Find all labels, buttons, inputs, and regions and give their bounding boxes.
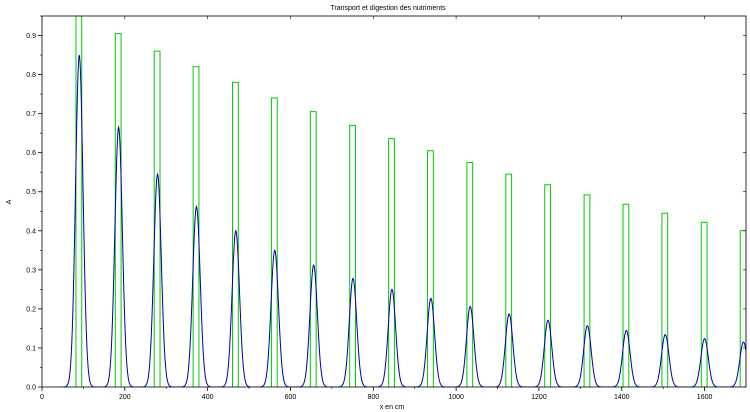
green-pulse-5 [231, 81, 239, 387]
green-pulse-8 [349, 124, 356, 387]
y-tick-label: 0.9 [26, 33, 36, 40]
x-tick-label: 400 [202, 394, 214, 401]
x-tick-label: 1200 [531, 394, 547, 401]
y-tick-label: 0.5 [26, 189, 36, 196]
blue-peak-1 [59, 54, 99, 387]
plot-frame [41, 15, 747, 388]
y-tick-label: 0.7 [26, 111, 36, 118]
green-pulse-10 [427, 150, 434, 387]
x-tick-label: 200 [119, 394, 131, 401]
chart-title: Transport et digestion des nutriments [330, 5, 446, 12]
y-axis-label: A [6, 199, 13, 204]
x-tick-label: 1400 [614, 394, 630, 401]
green-pulse-13 [544, 184, 552, 387]
green-pulse-15 [622, 203, 630, 387]
x-tick-label: 600 [285, 394, 297, 401]
blue-peak-4 [177, 205, 216, 387]
green-pulse-12 [505, 173, 513, 387]
y-tick-label: 0.4 [26, 228, 36, 235]
green-pulse-14 [583, 194, 591, 387]
x-axis-label: x en cm [380, 404, 405, 411]
green-pulse-17 [700, 221, 708, 387]
green-pulse-9 [388, 138, 395, 387]
y-tick-label: 0.3 [26, 267, 36, 274]
blue-peak-3 [138, 172, 177, 387]
x-tick-label: 1000 [448, 394, 464, 401]
x-tick-label: 0 [40, 394, 44, 401]
axes-layer: 0 200 400 600 800 1000 1200 1400 1600 0.0 0.1 0.2 0.… [26, 15, 747, 401]
x-tick-label: 1600 [697, 394, 713, 401]
y-tick-label: 0.8 [26, 72, 36, 79]
x-tick-label: 800 [367, 394, 379, 401]
y-tick-label: 0.1 [26, 345, 36, 352]
green-pulse-7 [309, 111, 317, 387]
y-tick-label: 0.0 [26, 385, 36, 392]
green-pulse-11 [466, 161, 474, 387]
green-pulse-6 [270, 97, 278, 387]
y-tick-label: 0.2 [26, 306, 36, 313]
blue-peak-2 [99, 125, 139, 387]
green-pulse-16 [661, 212, 669, 387]
y-tick-label: 0.6 [26, 150, 36, 157]
green-pulse-4 [192, 66, 200, 387]
